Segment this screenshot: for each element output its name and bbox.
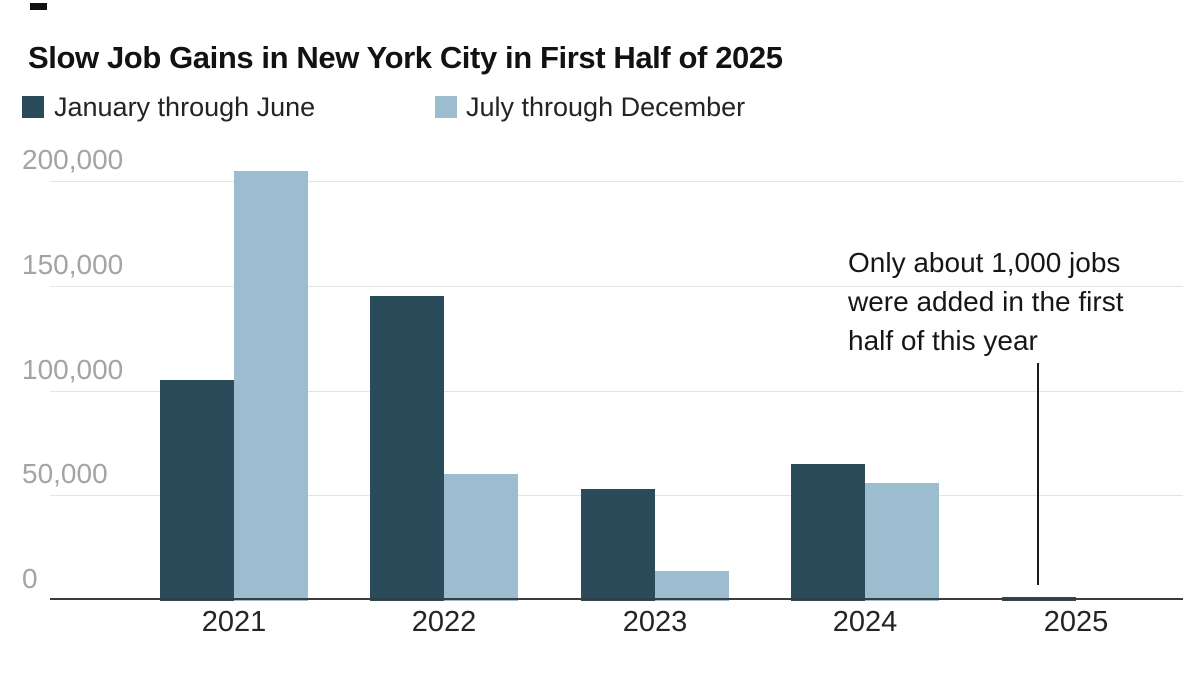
y-axis-tick-label: 200,000 [22,144,124,175]
legend-label-first-half: January through June [54,92,316,122]
x-axis-tick-label: 2021 [201,606,267,638]
bar-2023-second-half [655,571,729,601]
y-axis-tick-label: 100,000 [22,354,124,385]
x-axis-tick-label: 2022 [411,606,477,638]
bar-2022-first-half [370,296,444,601]
y-axis-tick-label: 50,000 [22,458,108,489]
bar-2024-second-half [865,483,939,601]
x-axis-line [50,598,1183,600]
x-axis-tick-label: 2024 [832,606,898,638]
cropped-page-fragment [30,3,47,10]
bar-2024-first-half [791,464,865,601]
y-axis-tick-label: 150,000 [22,249,124,280]
gridline [50,181,1183,182]
annotation-pointer-line [1037,363,1039,585]
bar-2021-second-half [234,171,308,601]
legend-swatch-second-half-icon [435,96,457,118]
annotation-text: Only about 1,000 jobs were added in the … [848,247,1124,356]
bar-2022-second-half [444,474,518,601]
gridline [50,391,1183,392]
chart-legend: January through June July through Decemb… [0,92,1200,122]
x-axis-tick-label: 2023 [622,606,688,638]
legend-label-second-half: July through December [466,92,746,122]
chart-title: Slow Job Gains in New York City in First… [28,40,783,75]
bar-2023-first-half [581,489,655,601]
y-axis-tick-label: 0 [22,563,38,594]
x-axis-tick-label: 2025 [1043,606,1109,638]
bar-2021-first-half [160,380,234,601]
gridline [50,286,1183,287]
legend-swatch-first-half-icon [22,96,44,118]
